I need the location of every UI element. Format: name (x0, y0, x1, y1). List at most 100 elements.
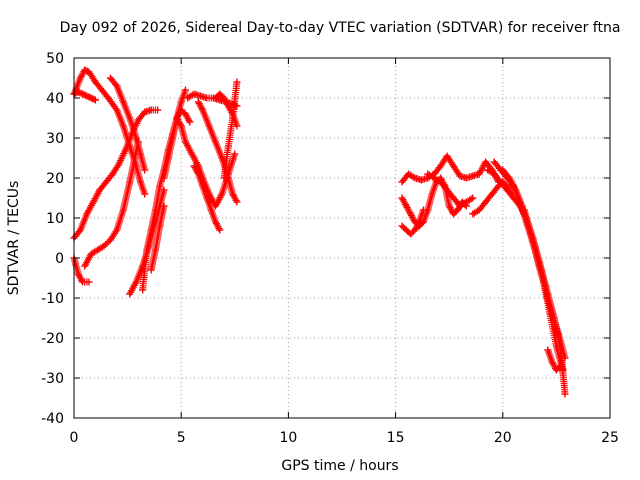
data-point (449, 210, 457, 218)
data-point (109, 170, 117, 178)
data-point (79, 278, 87, 286)
data-point (136, 150, 144, 158)
x-axis-label: GPS time / hours (281, 458, 398, 474)
data-point (173, 114, 181, 122)
data-point (203, 94, 211, 102)
data-point (119, 206, 127, 214)
series-arc-z (544, 346, 565, 374)
y-tick-label: -40 (41, 411, 64, 427)
data-point (540, 278, 548, 286)
data-point (415, 218, 423, 226)
data-point (443, 186, 451, 194)
data-point (164, 154, 172, 162)
data-point (181, 110, 189, 118)
data-point (160, 202, 168, 210)
x-tick-label: 25 (601, 430, 619, 446)
data-point (96, 186, 104, 194)
data-point (126, 114, 134, 122)
chart-title: Day 092 of 2026, Sidereal Day-to-day VTE… (60, 20, 621, 36)
y-tick-label: 30 (46, 131, 64, 147)
data-point (188, 150, 196, 158)
data-point (143, 246, 151, 254)
data-point (177, 98, 185, 106)
data-point (83, 210, 91, 218)
data-point (407, 230, 415, 238)
data-point (445, 202, 453, 210)
data-points (70, 66, 569, 398)
data-point (456, 172, 464, 180)
data-point (186, 118, 194, 126)
series-arc-j (160, 86, 189, 182)
data-point (83, 92, 91, 100)
data-point (147, 106, 155, 114)
data-point (449, 162, 457, 170)
data-point (407, 210, 415, 218)
data-point (91, 96, 99, 104)
data-point (469, 210, 477, 218)
data-point (207, 206, 215, 214)
data-point (437, 178, 445, 186)
data-point (417, 176, 425, 184)
data-point (456, 202, 464, 210)
data-point (79, 90, 87, 98)
data-point (91, 78, 99, 86)
data-point (203, 194, 211, 202)
data-point (552, 342, 560, 350)
y-tick-label: -30 (41, 371, 64, 387)
data-point (106, 74, 114, 82)
data-point (199, 106, 207, 114)
data-point (199, 182, 207, 190)
x-tick-label: 0 (70, 430, 79, 446)
data-point (490, 170, 498, 178)
y-tick-label: -20 (41, 331, 64, 347)
data-point (561, 390, 569, 398)
data-point (475, 206, 483, 214)
data-point (512, 186, 520, 194)
data-point (74, 88, 82, 96)
data-point (398, 194, 406, 202)
data-point (212, 218, 220, 226)
data-point (134, 116, 142, 124)
data-point (141, 166, 149, 174)
data-point (229, 190, 237, 198)
data-point (205, 122, 213, 130)
data-point (505, 174, 513, 182)
data-point (194, 98, 202, 106)
data-point (520, 206, 528, 214)
data-point (98, 86, 106, 94)
data-point (181, 86, 189, 94)
data-point (132, 134, 140, 142)
data-point (503, 186, 511, 194)
y-axis-label: SDTVAR / TECUs (6, 181, 22, 296)
data-point (518, 202, 526, 210)
data-point (411, 226, 419, 234)
data-point (177, 122, 185, 130)
data-point (475, 170, 483, 178)
data-point (212, 138, 220, 146)
data-point (141, 108, 149, 116)
data-point (119, 98, 127, 106)
y-tick-label: 20 (46, 171, 64, 187)
data-point (533, 254, 541, 262)
data-point (411, 174, 419, 182)
data-point (482, 198, 490, 206)
data-point (141, 190, 149, 198)
data-point (113, 226, 121, 234)
data-point (428, 190, 436, 198)
x-tick-label: 5 (177, 430, 186, 446)
y-tick-label: 40 (46, 91, 64, 107)
data-point (190, 90, 198, 98)
series-arc-p (220, 78, 241, 182)
data-point (87, 250, 95, 258)
data-point (449, 194, 457, 202)
series-arc-q (398, 152, 503, 186)
data-point (216, 90, 224, 98)
data-point (106, 236, 114, 244)
series-arc-y (520, 206, 567, 374)
data-point (229, 114, 237, 122)
data-point (402, 202, 410, 210)
data-point (437, 162, 445, 170)
data-point (184, 94, 192, 102)
data-point (224, 102, 232, 110)
data-point (216, 226, 224, 234)
